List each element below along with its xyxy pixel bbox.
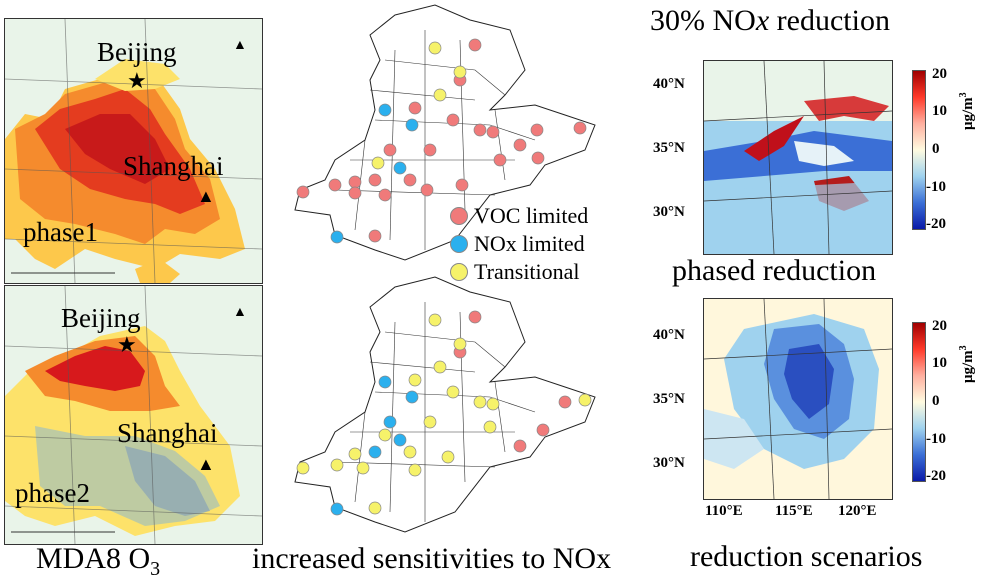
caption-main: MDA8 O xyxy=(36,542,151,575)
unit-main: μg/m xyxy=(960,97,976,130)
legend-nox-limited: NOx limited xyxy=(450,231,585,257)
legend-swatch-yellow xyxy=(450,263,468,281)
cb-tick: -20 xyxy=(926,468,946,484)
legend-transitional: Transitional xyxy=(450,259,580,285)
lat-tick-35: 35°N xyxy=(653,391,685,407)
phase-label: phase2 xyxy=(15,478,90,508)
lat-tick-30: 30°N xyxy=(653,455,685,471)
diff-map-phased-graphic xyxy=(704,61,892,254)
cb-tick: 20 xyxy=(932,66,947,82)
legend-voc-limited: VOC limited xyxy=(450,203,588,229)
legend-label: NOx limited xyxy=(474,231,585,256)
ozone-map-phase2: ▲ ★ ▲ Beijing Shanghai phase2 xyxy=(4,285,263,545)
legend-label: VOC limited xyxy=(474,203,589,228)
unit-main: μg/m xyxy=(960,350,976,383)
lat-tick-40: 40°N xyxy=(653,76,685,92)
north-arrow-icon: ▲ xyxy=(233,305,247,320)
label-reduction-scenarios: reduction scenarios xyxy=(690,540,923,573)
colorbar-top xyxy=(912,70,926,230)
middle-caption: increased sensitivities to NOx xyxy=(252,542,612,575)
cb-tick: 10 xyxy=(932,103,947,119)
city-label-beijing: Beijing xyxy=(97,37,177,67)
cb-tick: -10 xyxy=(926,431,946,447)
lon-tick-110: 110°E xyxy=(705,503,743,519)
ozone-map-phase2-graphic: ▲ ★ ▲ xyxy=(5,286,262,544)
colorbar-unit: μg/m3 xyxy=(958,92,977,130)
colorbar-bottom xyxy=(912,322,926,482)
sensitivity-maps xyxy=(294,4,596,533)
right-title: 30% NOx reduction xyxy=(650,4,890,38)
diff-map-phased xyxy=(703,60,893,255)
legend-swatch-red xyxy=(450,207,468,225)
lat-tick-40: 40°N xyxy=(653,327,685,343)
left-caption: MDA8 O3 xyxy=(36,542,160,581)
lat-tick-35: 35°N xyxy=(653,140,685,156)
north-arrow-icon: ▲ xyxy=(233,38,247,53)
legend-swatch-blue xyxy=(450,235,468,253)
lat-tick-30: 30°N xyxy=(653,204,685,220)
cb-tick: -10 xyxy=(926,179,946,195)
beijing-star-icon: ★ xyxy=(117,332,137,357)
title-x: x xyxy=(755,4,770,37)
ozone-map-phase1-graphic: ▲ ★ ▲ xyxy=(5,19,262,283)
lon-tick-120: 120°E xyxy=(838,503,877,519)
ozone-map-phase1: ▲ ★ ▲ Beijing Shanghai phase1 xyxy=(4,18,263,284)
phase-label: phase1 xyxy=(23,217,98,247)
title-post: reduction xyxy=(769,4,890,37)
city-label-beijing: Beijing xyxy=(61,303,141,333)
unit-sup: 3 xyxy=(958,345,969,351)
cb-tick: 20 xyxy=(932,318,947,334)
city-label-shanghai: Shanghai xyxy=(117,418,218,448)
colorbar-unit: μg/m3 xyxy=(958,345,977,383)
beijing-star-icon: ★ xyxy=(127,68,147,93)
diff-map-scenarios xyxy=(703,298,893,500)
label-phased-reduction: phased reduction xyxy=(672,254,877,287)
city-label-shanghai: Shanghai xyxy=(123,151,224,181)
shanghai-triangle-icon: ▲ xyxy=(197,454,215,474)
diff-map-scenarios-graphic xyxy=(704,299,892,499)
cb-tick: 10 xyxy=(932,355,947,371)
legend-label: Transitional xyxy=(474,259,580,284)
cb-tick: -20 xyxy=(926,216,946,232)
shanghai-triangle-icon: ▲ xyxy=(197,186,215,206)
cb-tick: 0 xyxy=(932,141,940,157)
title-pre: 30% NO xyxy=(650,4,756,37)
unit-sup: 3 xyxy=(958,92,969,98)
caption-sub: 3 xyxy=(150,558,161,580)
lon-tick-115: 115°E xyxy=(775,503,813,519)
cb-tick: 0 xyxy=(932,393,940,409)
